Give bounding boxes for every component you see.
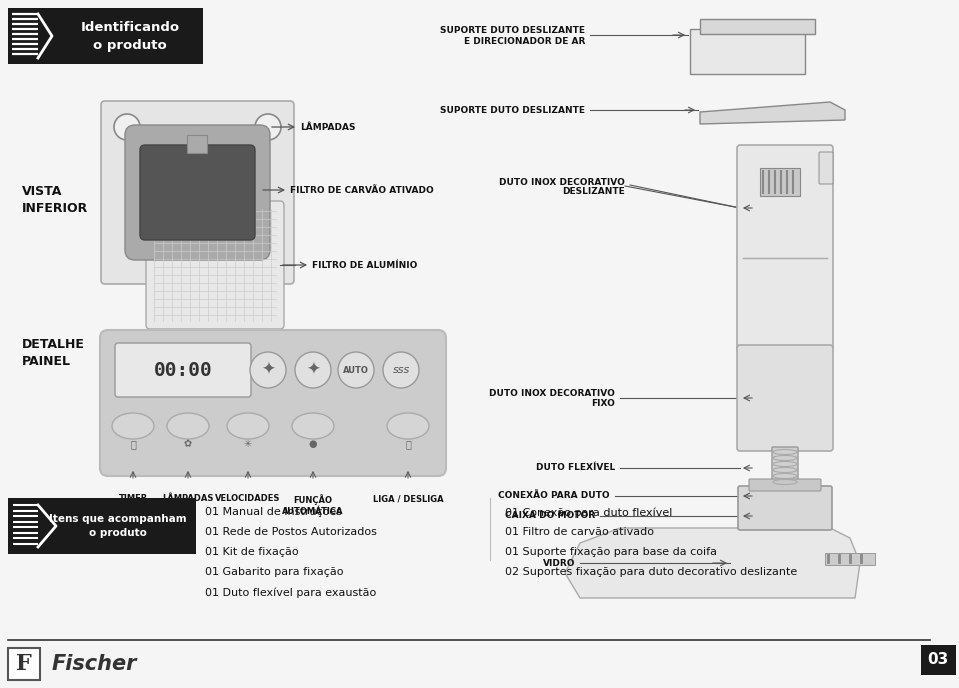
- Text: Fischer: Fischer: [52, 654, 137, 674]
- Text: F: F: [16, 653, 32, 675]
- Circle shape: [383, 352, 419, 388]
- Text: FILTRO DE ALUMÍNIO: FILTRO DE ALUMÍNIO: [312, 261, 417, 270]
- Text: 01 Manual de Instruções: 01 Manual de Instruções: [205, 507, 342, 517]
- Text: TIMER: TIMER: [118, 494, 148, 503]
- Bar: [8, 648, 40, 680]
- Ellipse shape: [227, 413, 269, 439]
- Text: ✳: ✳: [244, 439, 252, 449]
- Text: FIXO: FIXO: [591, 398, 615, 407]
- Text: DETALHE
PAINEL: DETALHE PAINEL: [22, 338, 85, 368]
- Circle shape: [255, 114, 281, 140]
- Circle shape: [250, 352, 286, 388]
- Text: ⏻: ⏻: [405, 439, 411, 449]
- Text: CONEXÃO PARA DUTO: CONEXÃO PARA DUTO: [499, 491, 610, 500]
- Text: 01 Conexão para duto flexível: 01 Conexão para duto flexível: [505, 507, 672, 517]
- Bar: [187, 135, 207, 153]
- Circle shape: [295, 352, 331, 388]
- Text: VELOCIDADES: VELOCIDADES: [216, 494, 281, 503]
- FancyBboxPatch shape: [738, 486, 832, 530]
- Text: DUTO FLEXÍVEL: DUTO FLEXÍVEL: [536, 464, 615, 473]
- Text: SUPORTE DUTO DESLIZANTE: SUPORTE DUTO DESLIZANTE: [440, 105, 585, 114]
- FancyBboxPatch shape: [140, 145, 255, 240]
- Text: 03: 03: [927, 652, 948, 667]
- Bar: [8, 8, 203, 64]
- Text: 02 Suportes fixação para duto decorativo deslizante: 02 Suportes fixação para duto decorativo…: [505, 567, 797, 577]
- Text: SUPORTE DUTO DESLIZANTE: SUPORTE DUTO DESLIZANTE: [440, 25, 585, 34]
- Text: E DIRECIONADOR DE AR: E DIRECIONADOR DE AR: [463, 36, 585, 45]
- Text: Itens que acompanham
o produto: Itens que acompanham o produto: [49, 515, 187, 537]
- Text: DUTO INOX DECORATIVO: DUTO INOX DECORATIVO: [499, 178, 625, 186]
- Ellipse shape: [387, 413, 429, 439]
- Text: sss: sss: [392, 365, 409, 375]
- Text: 01 Gabarito para fixação: 01 Gabarito para fixação: [205, 567, 343, 577]
- FancyBboxPatch shape: [115, 343, 251, 397]
- Circle shape: [338, 352, 374, 388]
- Ellipse shape: [112, 413, 154, 439]
- Text: VISTA
INFERIOR: VISTA INFERIOR: [22, 185, 88, 215]
- Text: FILTRO DE CARVÃO ATIVADO: FILTRO DE CARVÃO ATIVADO: [290, 186, 433, 195]
- Text: LIGA / DESLIGA: LIGA / DESLIGA: [373, 494, 443, 503]
- Text: ⏲: ⏲: [130, 439, 136, 449]
- Text: 01 Kit de fixação: 01 Kit de fixação: [205, 547, 298, 557]
- Ellipse shape: [167, 413, 209, 439]
- Ellipse shape: [292, 413, 334, 439]
- Polygon shape: [565, 528, 860, 598]
- Text: FUNÇÃO
AUTOMÁTICA: FUNÇÃO AUTOMÁTICA: [282, 494, 343, 516]
- Text: LÂMPADAS: LÂMPADAS: [300, 122, 356, 131]
- FancyBboxPatch shape: [737, 345, 833, 451]
- Bar: [760, 168, 800, 196]
- Text: CAIXA DO MOTOR: CAIXA DO MOTOR: [504, 511, 595, 521]
- Text: DESLIZANTE: DESLIZANTE: [562, 186, 625, 195]
- FancyBboxPatch shape: [819, 152, 833, 184]
- Text: 01 Suporte fixação para base da coifa: 01 Suporte fixação para base da coifa: [505, 547, 717, 557]
- Text: ✿: ✿: [184, 439, 192, 449]
- Bar: [825, 553, 875, 565]
- Text: ✦: ✦: [306, 361, 320, 379]
- Text: Identificando
o produto: Identificando o produto: [81, 21, 179, 52]
- Text: 01 Duto flexível para exaustão: 01 Duto flexível para exaustão: [205, 587, 376, 597]
- Polygon shape: [700, 102, 845, 124]
- FancyBboxPatch shape: [101, 101, 294, 284]
- Bar: [8, 498, 196, 554]
- Text: LÂMPADAS: LÂMPADAS: [162, 494, 214, 503]
- Text: 00:00: 00:00: [153, 361, 212, 380]
- FancyBboxPatch shape: [125, 125, 270, 260]
- Text: 01 Rede de Postos Autorizados: 01 Rede de Postos Autorizados: [205, 527, 377, 537]
- Bar: [690, 29, 805, 74]
- Text: ●: ●: [309, 439, 317, 449]
- Text: 01 Filtro de carvão ativado: 01 Filtro de carvão ativado: [505, 527, 654, 537]
- FancyBboxPatch shape: [100, 330, 446, 476]
- Circle shape: [114, 114, 140, 140]
- Bar: [700, 19, 815, 34]
- FancyBboxPatch shape: [737, 145, 833, 351]
- Text: DUTO INOX DECORATIVO: DUTO INOX DECORATIVO: [489, 389, 615, 398]
- Text: ✦: ✦: [261, 361, 275, 379]
- Text: VIDRO: VIDRO: [543, 559, 575, 568]
- Bar: [921, 645, 956, 675]
- Text: AUTO: AUTO: [343, 365, 369, 374]
- FancyBboxPatch shape: [772, 447, 798, 489]
- FancyBboxPatch shape: [146, 201, 284, 329]
- FancyBboxPatch shape: [749, 479, 821, 491]
